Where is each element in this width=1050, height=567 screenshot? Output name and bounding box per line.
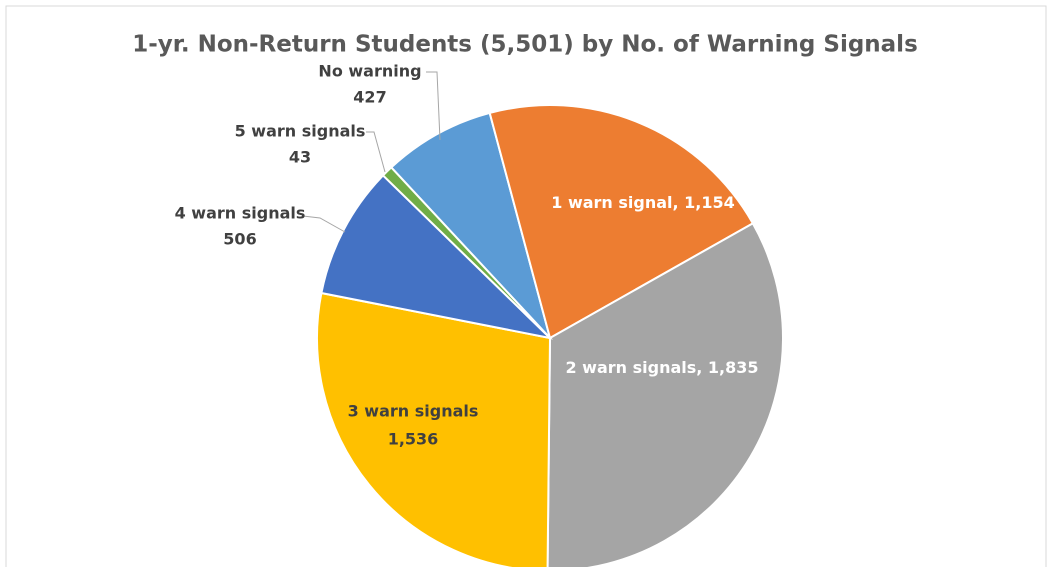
slice-category-label: 2 warn signals [565,358,696,377]
slice-category-label: 4 warn signals [175,204,306,223]
slice-category-label: No warning [318,62,421,81]
label-separator: , [673,193,685,212]
slice-value-label: 1,154 [684,193,735,212]
pie-slice [488,104,755,340]
leader-line [366,131,386,173]
pie-slice [389,111,551,339]
slice-category-label: 1 warn signal [551,193,672,212]
slice-value-label: 43 [289,148,311,167]
slice-label: 1 warn signal, 1,154 [551,193,735,212]
pie-slice [546,221,784,567]
chart-title: 1-yr. Non-Return Students (5,501) by No.… [132,32,918,58]
slice-label: 2 warn signals, 1,835 [565,358,758,377]
slice-category-label: 3 warn signals [348,402,479,421]
label-separator: , [696,358,708,377]
slice-value-label: 506 [223,230,256,249]
slice-value-label: 427 [353,88,386,107]
slice-category-label: 5 warn signals [235,122,366,141]
leader-line [426,71,441,141]
leader-line [302,215,346,233]
pie-slice [381,166,551,339]
pie-slice [320,174,554,340]
slice-value-label: 1,835 [708,358,759,377]
pie-slice [316,291,552,567]
slice-value-label: 1,536 [388,430,439,449]
